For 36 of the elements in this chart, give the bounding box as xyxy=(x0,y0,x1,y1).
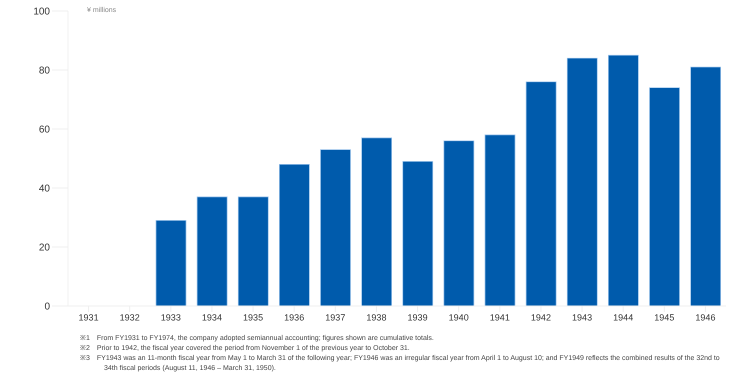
y-tick-label: 0 xyxy=(44,302,50,313)
bar xyxy=(156,220,186,306)
x-tick-label: 1936 xyxy=(284,312,304,322)
x-tick-label: 1945 xyxy=(654,312,674,322)
bar xyxy=(526,81,556,306)
bar xyxy=(444,140,474,306)
x-tick-label: 1935 xyxy=(243,312,264,322)
y-tick-label: 60 xyxy=(38,124,50,136)
y-tick-label: 40 xyxy=(38,184,50,195)
bar xyxy=(690,66,721,306)
bar xyxy=(279,164,310,306)
x-tick-label: 1943 xyxy=(572,312,592,322)
x-tick-label: 1946 xyxy=(695,312,716,322)
x-tick-label: 1934 xyxy=(202,312,222,322)
y-tick-label: 20 xyxy=(38,242,50,254)
bar xyxy=(402,161,434,306)
bar xyxy=(566,58,598,306)
x-tick-label: 1937 xyxy=(325,312,346,322)
x-tick-label: 1942 xyxy=(530,312,551,322)
y-tick-label: 80 xyxy=(38,66,50,77)
x-tick-label: 1931 xyxy=(78,312,99,322)
x-tick-label: 1932 xyxy=(120,312,140,322)
x-tick-label: 1941 xyxy=(490,312,510,322)
bar xyxy=(608,54,639,306)
x-tick-label: 1944 xyxy=(613,312,634,322)
x-tick-label: 1933 xyxy=(160,312,181,322)
y-tick-label: 100 xyxy=(33,6,50,18)
x-tick-label: 1938 xyxy=(366,312,386,322)
bar xyxy=(238,196,269,306)
x-tick-label: 1939 xyxy=(408,312,428,322)
bar xyxy=(649,87,680,306)
bar xyxy=(320,149,351,306)
x-tick-label: 1940 xyxy=(448,312,469,322)
bar xyxy=(196,196,228,306)
bar xyxy=(361,138,392,306)
bar xyxy=(484,134,516,306)
